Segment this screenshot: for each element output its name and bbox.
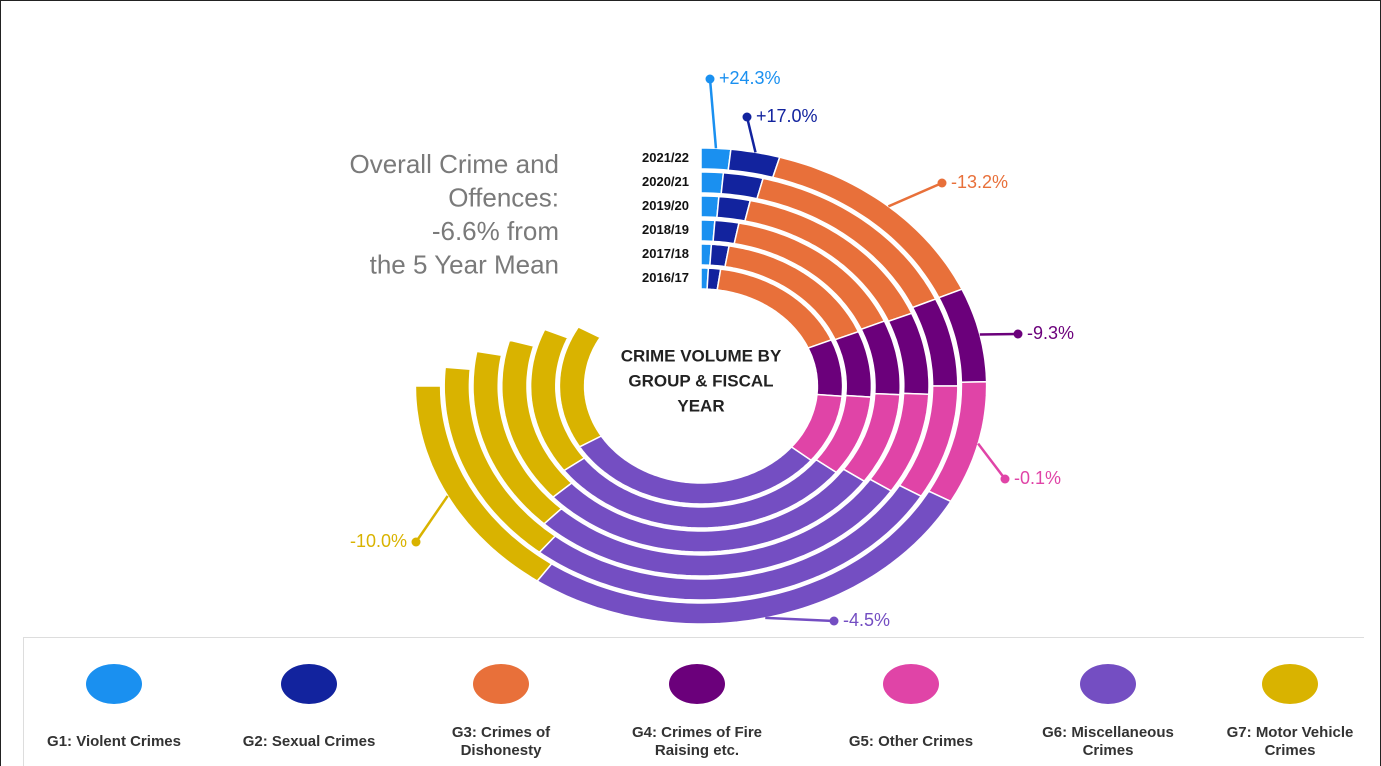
leader-line xyxy=(765,616,835,623)
title-line: -6.6% from xyxy=(432,216,559,246)
ring-segment xyxy=(414,385,553,582)
ring-segment xyxy=(807,338,844,398)
change-label: -13.2% xyxy=(951,172,1008,192)
leader-line xyxy=(414,495,449,543)
change-label: -0.1% xyxy=(1014,468,1061,488)
legend-swatch xyxy=(473,664,529,704)
change-label: -4.5% xyxy=(843,610,890,630)
leader-line xyxy=(887,181,943,208)
change-label: -10.0% xyxy=(350,531,407,551)
legend-item: G6: Miscellaneous Crimes xyxy=(1019,638,1197,766)
legend-item: G4: Crimes of Fire Raising etc. xyxy=(608,638,786,766)
title-line: Offences: xyxy=(448,182,559,212)
change-label: +24.3% xyxy=(719,68,781,88)
leader-line xyxy=(708,78,718,149)
year-label: 2018/19 xyxy=(642,222,689,237)
ring-segment xyxy=(700,171,725,195)
leader-dot xyxy=(742,112,752,122)
change-label: -9.3% xyxy=(1027,323,1074,343)
year-label: 2019/20 xyxy=(642,198,689,213)
year-label: 2016/17 xyxy=(642,270,689,285)
legend-label: G5: Other Crimes xyxy=(848,733,974,750)
ring-segment xyxy=(700,147,732,172)
ring-segment xyxy=(720,171,765,200)
leader-dot xyxy=(829,616,839,626)
change-label: +17.0% xyxy=(756,106,818,126)
year-label: 2017/18 xyxy=(642,246,689,261)
ring-segment xyxy=(472,350,563,525)
legend-item: G3: Crimes of Dishonesty xyxy=(412,638,590,766)
center-title-line: GROUP & FISCAL xyxy=(628,371,773,390)
center-title-line: CRIME VOLUME BY xyxy=(621,346,782,365)
legend-label: G3: Crimes of Dishonesty xyxy=(451,724,551,759)
ring-segment xyxy=(700,195,720,219)
ring-segment xyxy=(443,366,557,554)
legend: G1: Violent Crimes G2: Sexual Crimes G3: C… xyxy=(23,637,1364,766)
title-line: Overall Crime and xyxy=(349,149,559,179)
center-title-line: YEAR xyxy=(677,396,724,415)
legend-swatch xyxy=(1080,664,1136,704)
legend-label: G7: Motor Vehicle Crimes xyxy=(1226,724,1354,759)
ring-segment xyxy=(529,328,586,472)
legend-item: G1: Violent Crimes xyxy=(25,638,203,766)
legend-swatch xyxy=(669,664,725,704)
legend-swatch xyxy=(86,664,142,704)
ring-segment xyxy=(727,148,781,179)
ring-segment xyxy=(558,326,603,448)
legend-item: G7: Motor Vehicle Crimes xyxy=(1201,638,1379,766)
leader-dot xyxy=(705,74,715,84)
leader-dot xyxy=(937,178,947,188)
legend-label: G2: Sexual Crimes xyxy=(242,733,376,750)
leader-dot xyxy=(1000,474,1010,484)
title-line: the 5 Year Mean xyxy=(370,249,559,279)
legend-item: G5: Other Crimes xyxy=(822,638,1000,766)
legend-label: G4: Crimes of Fire Raising etc. xyxy=(631,724,763,759)
leader-dot xyxy=(1013,329,1023,339)
legend-label: G1: Violent Crimes xyxy=(47,733,181,750)
legend-label: G6: Miscellaneous Crimes xyxy=(1042,724,1174,759)
legend-swatch xyxy=(281,664,337,704)
leader-dot xyxy=(411,537,421,547)
year-label: 2021/22 xyxy=(642,150,689,165)
legend-swatch xyxy=(1262,664,1318,704)
legend-item: G2: Sexual Crimes xyxy=(220,638,398,766)
leader-line xyxy=(745,116,757,153)
leader-line xyxy=(977,442,1006,480)
legend-swatch xyxy=(883,664,939,704)
year-label: 2020/21 xyxy=(642,174,689,189)
ring-segment xyxy=(501,339,573,499)
